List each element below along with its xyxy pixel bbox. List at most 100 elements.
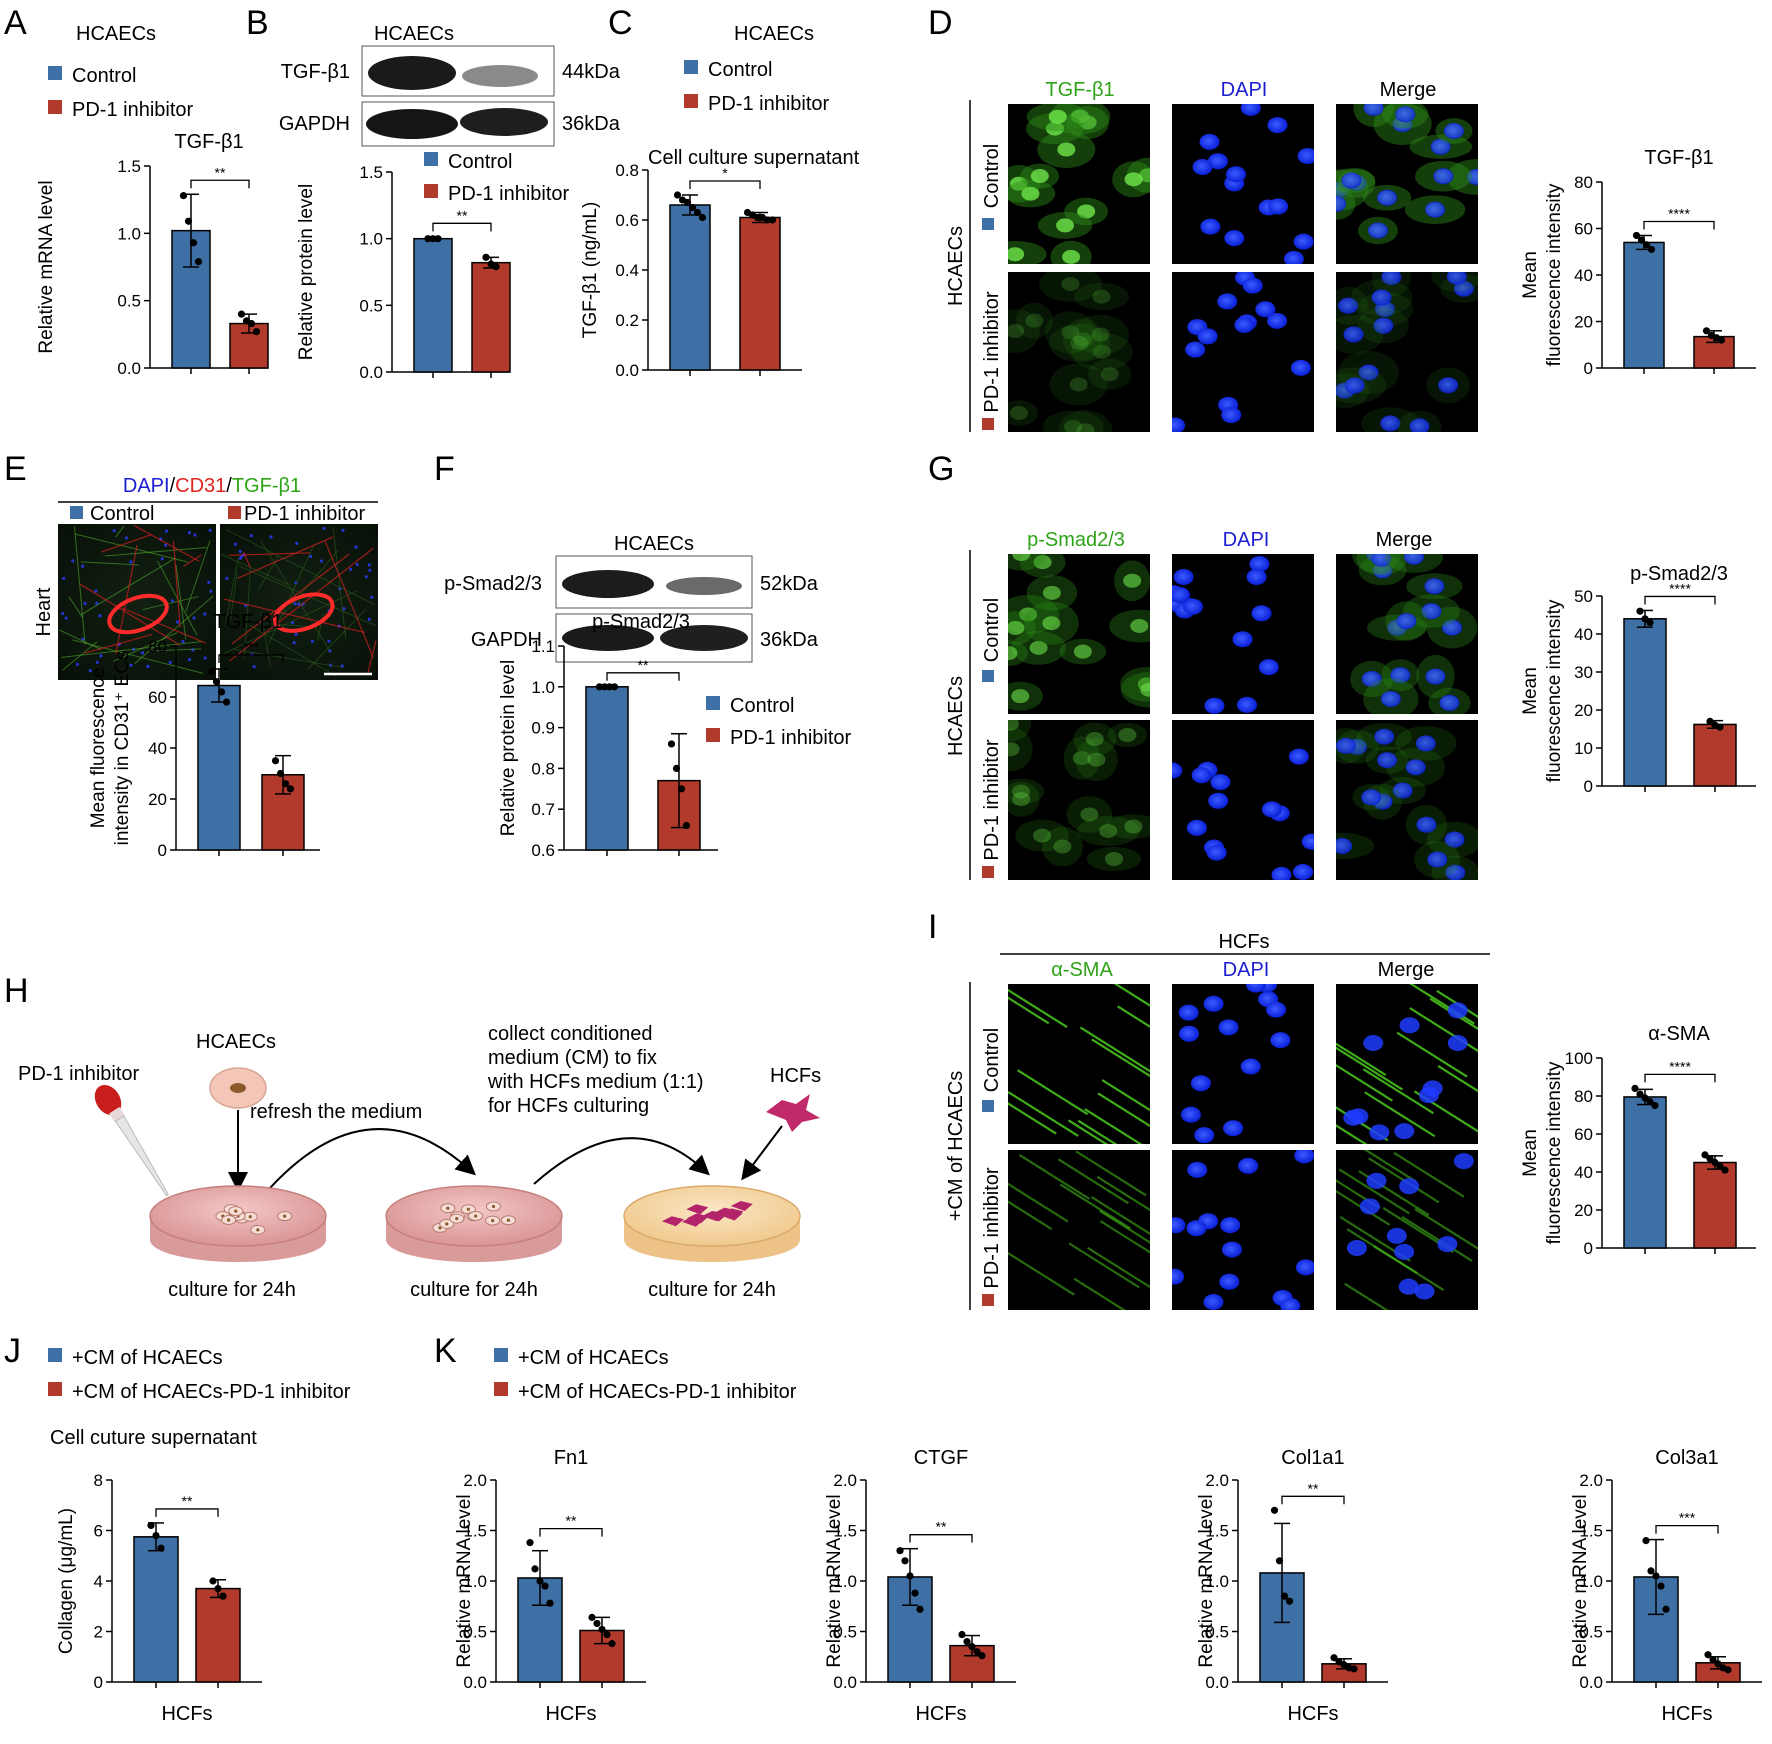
chart-k4: 0.0 0.5 1.0 1.5 2.0 *** Col3a1 Relative mRNA le… (1570, 1447, 1762, 1725)
blot-b-gapdh-kda: 36kDa (562, 113, 621, 135)
y-tick-label: 1.0 (833, 1572, 857, 1591)
dapi-nucleus (1204, 697, 1225, 714)
y-tick-label: 0.5 (1579, 1623, 1603, 1642)
y-tick-label: 40 (1574, 1163, 1593, 1182)
y-axis-label: fluorescence intensity (1544, 183, 1565, 366)
tgf-fiber (225, 558, 239, 624)
data-point (247, 319, 256, 328)
cell-nucleus-signal (1123, 573, 1142, 588)
cell-body (1016, 302, 1053, 339)
significance-label: ** (182, 1493, 193, 1509)
actin-fiber (1017, 1069, 1089, 1116)
data-point (1647, 1567, 1655, 1575)
legend-control-label: Control (708, 59, 772, 81)
data-point (1280, 1592, 1289, 1600)
legend-control-label: Control (730, 695, 794, 717)
y-tick-label: 0 (94, 1673, 103, 1692)
dapi-nucleus (1295, 1259, 1314, 1276)
significance-label: ** (215, 164, 226, 180)
tgf-fiber (307, 608, 367, 670)
y-tick-label: 30 (1574, 663, 1593, 682)
dapi-dot (249, 534, 254, 538)
cell-nucleus-signal (1061, 277, 1080, 292)
dapi-nucleus (1226, 166, 1247, 183)
data-point (1652, 1572, 1660, 1580)
dapi-nucleus (1453, 280, 1474, 297)
dapi-nucleus (1381, 272, 1402, 286)
actin-fiber (1396, 1031, 1468, 1078)
dapi-nucleus (1415, 735, 1436, 752)
bar-treated (195, 1587, 241, 1683)
dapi-nucleus (1172, 417, 1186, 432)
cell-nucleus (446, 1206, 450, 1210)
chart-title: Col3a1 (1655, 1447, 1718, 1469)
dapi-dot (88, 668, 92, 673)
data-point (212, 678, 221, 686)
schematic-collect-3: with HCFs medium (1:1) (487, 1071, 704, 1093)
legend-control-swatch (48, 66, 62, 80)
dapi-dot (75, 662, 79, 666)
cd31-fiber (100, 534, 152, 553)
y-tick-label: 1.0 (359, 230, 383, 249)
dish-2-icon (385, 1185, 563, 1262)
arrow-curve-2 (533, 1137, 710, 1185)
y-tick-label: 1.5 (1205, 1522, 1229, 1541)
panel-i-row-control-swatch (982, 1100, 994, 1112)
cd31-fiber (79, 583, 181, 646)
data-point (1636, 607, 1644, 615)
dapi-nucleus (1240, 1058, 1261, 1075)
cd31-fiber (183, 554, 202, 567)
cell-nucleus-signal (1080, 807, 1099, 822)
dapi-nucleus (1425, 668, 1446, 685)
dapi-dot (207, 580, 211, 584)
chart-title: Fn1 (554, 1447, 588, 1469)
data-point (598, 1625, 606, 1634)
tgf-fiber (74, 526, 86, 645)
blot-f-psmad-kda: 52kDa (760, 573, 819, 595)
cell-nucleus-signal (1077, 204, 1096, 219)
dapi-nucleus (1361, 789, 1382, 806)
dapi-dot (209, 589, 213, 593)
data-point (916, 1605, 924, 1613)
legend-cm-label: +CM of HCAECs (518, 1347, 669, 1369)
cell-nucleus-signal (1012, 792, 1031, 807)
dapi-nucleus (1430, 138, 1451, 155)
panel-g-row-pd1-swatch (982, 866, 994, 878)
legend-cm-swatch (494, 1348, 508, 1362)
panel-f-blot: HCAECs p-Smad2/3 GAPDH 52kDa 36kDa Contr… (444, 533, 851, 749)
schematic-culture-2: culture for 24h (410, 1279, 538, 1301)
dapi-nucleus (1399, 1178, 1420, 1195)
y-tick-label: 0.0 (833, 1673, 857, 1692)
x-axis-label: HCFs (1287, 1703, 1338, 1725)
data-point (429, 235, 437, 243)
micrograph-background (1008, 720, 1150, 880)
panel-d-col-merge: Merge (1380, 79, 1437, 101)
bar-treated (1693, 723, 1737, 787)
dapi-nucleus (1369, 1124, 1390, 1141)
panel-e-tissue: DAPI/CD31/TGF-β1 Control PD-1 inhibitor … (33, 475, 378, 680)
panel-b-blot: HCAECs TGF-β1 GAPDH 44kDa 36kDa Control … (279, 23, 621, 205)
data-point (978, 1652, 986, 1660)
chart-k3: 0.0 0.5 1.0 1.5 2.0 ** Col1a1 Relative mRNA lev… (1196, 1447, 1388, 1725)
legend-pd1-swatch (684, 94, 698, 108)
panel-j-subtitle: Cell cuture supernatant (50, 1427, 257, 1449)
dapi-nucleus (1178, 1004, 1199, 1021)
actin-fiber (1084, 1108, 1143, 1144)
dapi-nucleus (1405, 759, 1426, 776)
legend-pd1-swatch (48, 100, 62, 114)
actin-fiber (1393, 1151, 1465, 1198)
dish-1-icon (149, 1185, 327, 1262)
data-point (214, 1584, 222, 1593)
legend-pd1-label: PD-1 inhibitor (708, 93, 830, 115)
panel-letter-b: B (246, 4, 269, 42)
dapi-dot (238, 549, 242, 553)
y-axis-label: Mean fluorescence (88, 668, 109, 829)
y-tick-label: 0.6 (531, 841, 555, 860)
dapi-nucleus (1258, 659, 1279, 676)
bar-treated (739, 216, 781, 371)
panel-letter-d: D (928, 4, 953, 42)
y-tick-label: 0.0 (359, 363, 383, 382)
dapi-nucleus (1338, 297, 1359, 314)
dapi-nucleus (1380, 690, 1401, 707)
actin-fiber (1437, 1065, 1478, 1093)
